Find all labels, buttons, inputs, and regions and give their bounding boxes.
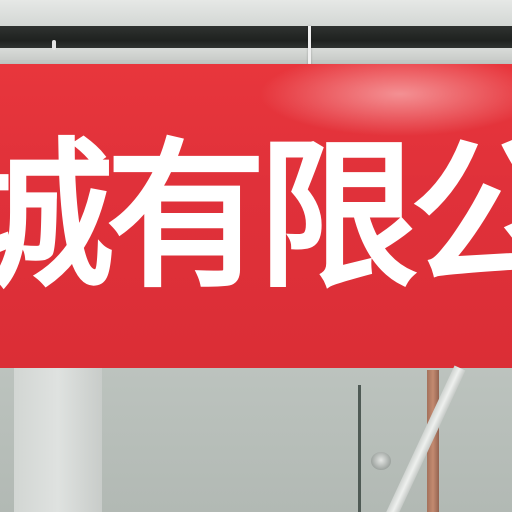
beam-trim <box>0 48 512 60</box>
ceiling-beam <box>0 26 512 52</box>
banner-text: 城 有 限 公 <box>0 122 512 312</box>
hanging-wire <box>308 26 311 88</box>
wall-fixture <box>371 452 391 470</box>
red-banner: 城 有 限 公 <box>0 64 512 368</box>
banner-char-1: 城 <box>0 123 114 310</box>
banner-char-2: 有 <box>106 123 266 310</box>
banner-char-3: 限 <box>258 123 418 310</box>
thin-pipe <box>358 385 361 512</box>
banner-char-4: 公 <box>410 123 512 310</box>
ceiling <box>0 0 512 28</box>
concrete-pillar <box>14 368 102 512</box>
banner-hook <box>52 40 56 50</box>
